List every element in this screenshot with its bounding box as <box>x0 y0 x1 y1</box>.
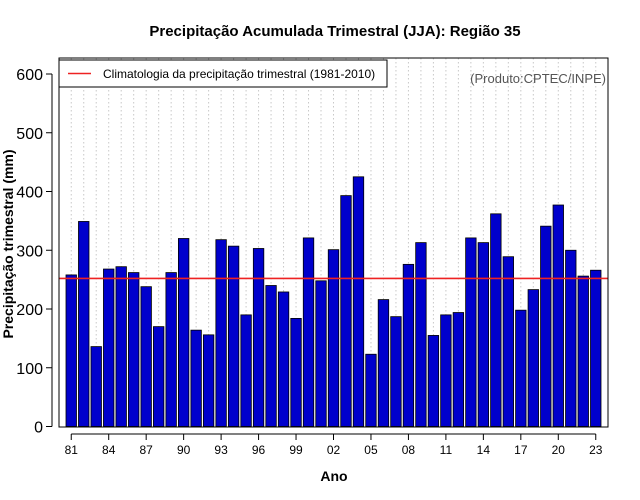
bar-1986 <box>128 272 140 427</box>
y-tick-label: 300 <box>16 243 43 260</box>
bar-1995 <box>240 314 252 427</box>
bar-1985 <box>115 266 127 427</box>
bar-2021 <box>565 249 577 427</box>
bar-1983 <box>90 346 102 427</box>
bar-2013 <box>465 237 477 427</box>
bar-2012 <box>452 312 465 427</box>
bar-2009 <box>415 242 427 427</box>
chart-title: Precipitação Acumulada Trimestral (JJA):… <box>149 23 520 40</box>
bar-2008 <box>402 263 415 427</box>
plot-frame <box>58 57 609 428</box>
y-tick-label: 200 <box>16 302 43 319</box>
bar-2019 <box>540 225 552 427</box>
bar-2006 <box>377 299 390 427</box>
bar-1982 <box>78 221 90 427</box>
bar-1992 <box>202 334 215 427</box>
bar-2007 <box>390 316 402 427</box>
x-tick-label: 02 <box>327 443 341 457</box>
bar-2017 <box>515 309 527 427</box>
x-tick-label: 87 <box>139 443 153 457</box>
x-tick-label: 90 <box>177 443 191 457</box>
x-tick-label: 17 <box>514 443 528 457</box>
x-tick-label: 23 <box>589 443 603 457</box>
bar-2010 <box>427 335 440 427</box>
bar-2014 <box>477 242 490 427</box>
x-tick-label: 05 <box>364 443 378 457</box>
bar-1993 <box>215 239 227 427</box>
y-axis: 0 100 200 300 400 500 600 <box>16 67 53 437</box>
bar-2015 <box>490 213 502 427</box>
x-tick-label: 99 <box>289 443 303 457</box>
bar-1996 <box>252 248 265 427</box>
bar-1984 <box>103 268 115 427</box>
y-tick-label: 500 <box>16 126 43 143</box>
y-tick-label: 100 <box>16 361 43 378</box>
bar-2002 <box>327 249 340 427</box>
x-tick-label: 20 <box>552 443 566 457</box>
bar-1987 <box>140 286 152 427</box>
bars <box>65 176 602 427</box>
x-tick-label: 93 <box>214 443 228 457</box>
legend-label: Climatologia da precipitação trimestral … <box>103 67 375 81</box>
x-axis-title: Ano <box>320 468 347 484</box>
x-tick-label: 84 <box>102 443 116 457</box>
y-tick-label: 0 <box>34 420 43 437</box>
x-tick-label: 11 <box>440 443 453 457</box>
bar-1999 <box>290 317 302 427</box>
legend: Climatologia da precipitação trimestral … <box>58 59 388 88</box>
y-tick-label: 600 <box>16 67 43 84</box>
x-tick-label: 81 <box>65 443 79 457</box>
bar-1998 <box>277 291 290 427</box>
bar-2003 <box>340 195 352 427</box>
bar-2004 <box>352 176 365 427</box>
bar-2000 <box>302 237 315 427</box>
bar-1989 <box>165 272 177 427</box>
credit-annotation: (Produto:CPTEC/INPE) <box>470 71 606 86</box>
x-tick-label: 08 <box>402 443 416 457</box>
bar-2001 <box>315 280 327 427</box>
x-tick-label: 96 <box>252 443 266 457</box>
bar-1991 <box>190 329 202 427</box>
bar-1990 <box>177 238 190 427</box>
bar-2011 <box>440 314 452 427</box>
bar-2020 <box>552 204 564 427</box>
x-tick-label: 14 <box>477 443 491 457</box>
bar-1997 <box>265 285 277 427</box>
bar-2018 <box>527 289 539 427</box>
bar-2016 <box>502 256 514 427</box>
x-axis: 81 84 87 90 93 96 99 02 05 08 11 14 17 20 23 <box>65 433 603 457</box>
bar-1988 <box>153 326 165 427</box>
bar-1981 <box>65 274 77 427</box>
bar-2023 <box>590 269 602 427</box>
legend-box <box>58 59 388 88</box>
bar-2022 <box>577 275 589 427</box>
y-axis-title: Precipitação trimestral (mm) <box>0 149 16 338</box>
bar-2005 <box>365 353 377 427</box>
y-tick-label: 400 <box>16 185 43 202</box>
bar-1994 <box>227 245 240 427</box>
